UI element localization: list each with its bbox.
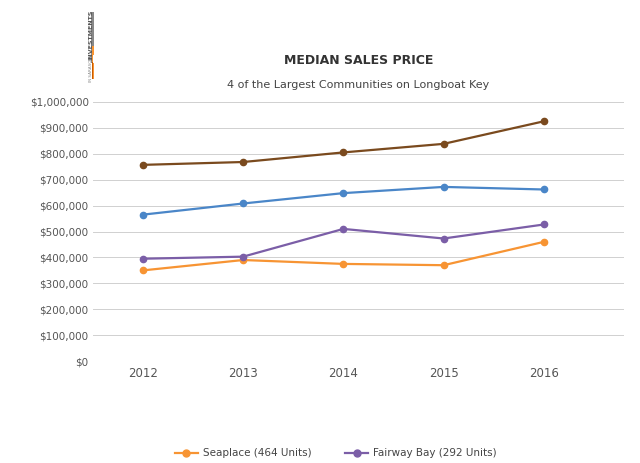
Bar — [92, 13, 93, 63]
Bar — [92, 46, 93, 79]
Text: MEDIAN SALES PRICE: MEDIAN SALES PRICE — [284, 54, 433, 67]
Text: 4 of the Largest Communities on Longboat Key: 4 of the Largest Communities on Longboat… — [227, 80, 490, 90]
Text: INVESTMENTS: INVESTMENTS — [88, 10, 93, 60]
Bar — [92, 62, 93, 79]
Legend: Seaplace (464 Units), Beachplace (340 Units), Fairway Bay (292 Units), Country C: Seaplace (464 Units), Beachplace (340 Un… — [171, 444, 546, 463]
Text: IN SARASOTA: IN SARASOTA — [89, 55, 93, 82]
